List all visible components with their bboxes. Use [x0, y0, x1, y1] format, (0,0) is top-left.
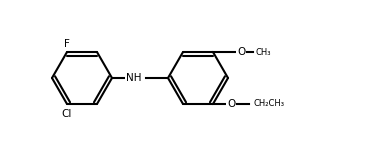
Text: CH₃: CH₃ [255, 48, 271, 57]
Text: F: F [64, 39, 70, 49]
Text: NH: NH [126, 73, 142, 83]
Text: O: O [237, 47, 245, 57]
Text: Cl: Cl [62, 109, 72, 119]
Text: O: O [227, 99, 235, 109]
Text: CH₂CH₃: CH₂CH₃ [254, 100, 285, 108]
